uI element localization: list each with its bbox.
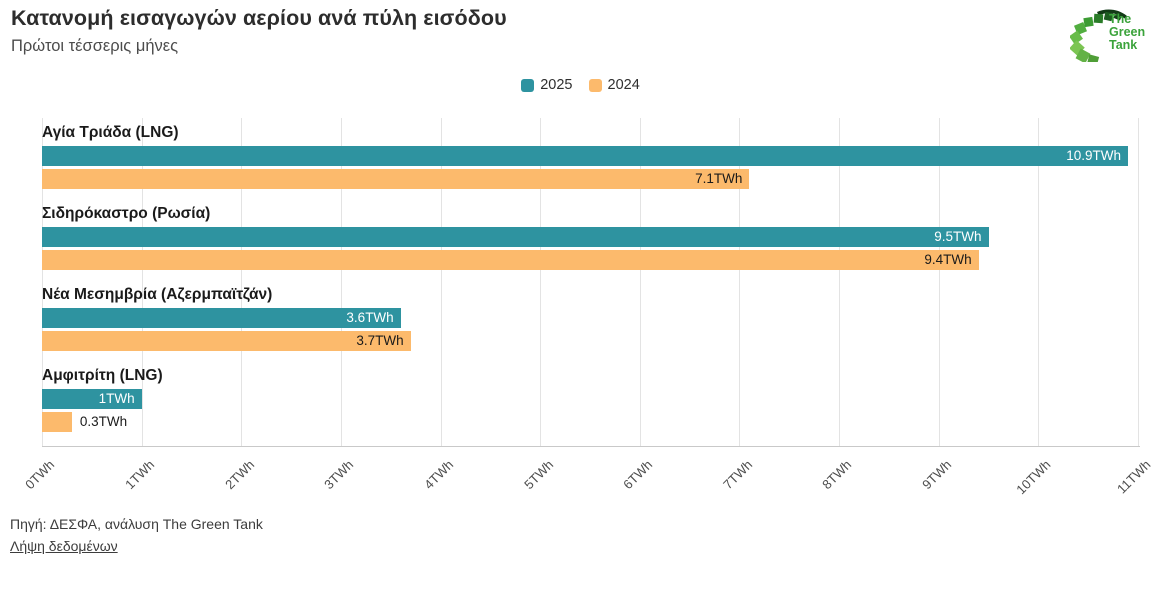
bar-rows-layer: Αγία Τριάδα (LNG) 10.9TWh 7.1TWh Σιδηρόκαστ… — [42, 118, 1140, 446]
x-axis-tick-label: 9TWh — [919, 457, 955, 493]
bar-2025: 1TWh — [42, 389, 142, 409]
bar-row: 9.5TWh — [42, 227, 1140, 247]
source-note: Πηγή: ΔΕΣΦΑ, ανάλυση The Green Tank — [10, 516, 263, 532]
logo-text-line1: The — [1109, 12, 1131, 26]
bar-row: 10.9TWh — [42, 146, 1140, 166]
gridline — [1138, 118, 1139, 446]
x-axis-tick-label: 11TWh — [1114, 457, 1154, 497]
bar-group: Αμφιτρίτη (LNG) 1TWh 0.3TWh — [42, 365, 1140, 446]
legend-item-2024: 2024 — [588, 77, 640, 93]
category-label: Νέα Μεσημβρία (Αζερμπαϊτζάν) — [42, 286, 273, 303]
download-data-link[interactable]: Λήψη δεδομένων — [10, 538, 118, 554]
bar-value-label: 9.5TWh — [934, 229, 982, 244]
gridlines-layer — [42, 118, 1140, 446]
bar-2024: 9.4TWh — [42, 250, 979, 270]
bar-value-label: 9.4TWh — [924, 252, 972, 267]
gridline — [241, 118, 243, 446]
bar-value-label: 0.3TWh — [79, 414, 128, 429]
bar-row: 7.1TWh — [42, 169, 1140, 189]
x-axis-tick-label: 8TWh — [819, 457, 855, 493]
x-axis-tick-label: 6TWh — [620, 457, 656, 493]
bar-row: 3.6TWh — [42, 308, 1140, 328]
x-axis-ticks: 0TWh 1TWh 2TWh 3TWh 4TWh 5TWh 6TWh 7TWh 8TWh 9TWh… — [22, 451, 1153, 503]
x-axis-tick-label: 2TWh — [221, 457, 257, 493]
logo-text: The Green Tank — [1109, 12, 1145, 52]
category-label: Σιδηρόκαστρο (Ρωσία) — [42, 205, 211, 222]
x-axis-tick-label: 7TWh — [719, 457, 756, 493]
x-axis-tick-label: 5TWh — [520, 457, 556, 493]
bar-row: 1TWh — [42, 389, 1140, 409]
page-subtitle: Πρώτοι τέσσερις μήνες — [11, 37, 179, 55]
legend-item-2025: 2025 — [521, 77, 573, 93]
x-axis-tick-label: 10TWh — [1013, 457, 1054, 498]
bar-2025: 3.6TWh — [42, 308, 401, 328]
x-axis-line — [42, 446, 1140, 447]
bar-group: Νέα Μεσημβρία (Αζερμπαϊτζάν) 3.6TWh 3.7TWh — [42, 284, 1140, 365]
plot-area: Αγία Τριάδα (LNG) 10.9TWh 7.1TWh Σιδηρόκαστ… — [42, 118, 1140, 447]
chart-footer: Πηγή: ΔΕΣΦΑ, ανάλυση The Green Tank Λήψη… — [10, 513, 263, 557]
gridline — [839, 118, 841, 446]
category-label: Αμφιτρίτη (LNG) — [42, 367, 163, 384]
bar-row: 9.4TWh — [42, 250, 1140, 270]
bar-2024: 3.7TWh — [42, 331, 411, 351]
gridline — [440, 118, 442, 446]
logo-text-line2: Green — [1109, 25, 1145, 39]
gridline — [938, 118, 940, 446]
x-axis-tick-label: 4TWh — [421, 457, 457, 493]
x-axis-tick-label: 0TWh — [22, 457, 58, 493]
page-title: Κατανομή εισαγωγών αερίου ανά πύλη εισόδ… — [11, 6, 507, 30]
bar-2025: 10.9TWh — [42, 146, 1129, 166]
gridline — [1038, 118, 1040, 446]
gridline — [540, 118, 542, 446]
bar-value-label: 7.1TWh — [695, 171, 743, 186]
bar-value-label: 3.7TWh — [356, 333, 404, 348]
logo-text-line3: Tank — [1109, 38, 1137, 52]
gridline — [42, 118, 43, 446]
bar-2024 — [42, 412, 72, 432]
chart-legend: 2025 2024 — [0, 77, 1161, 93]
green-tank-logo[interactable]: The Green Tank — [1070, 6, 1152, 62]
x-axis-tick-label: 3TWh — [321, 457, 357, 493]
legend-label: 2025 — [540, 77, 573, 93]
gridline — [739, 118, 741, 446]
bar-row: 0.3TWh — [42, 412, 1140, 432]
bar-value-label: 10.9TWh — [1066, 148, 1122, 163]
gridline — [340, 118, 342, 446]
bar-value-label: 3.6TWh — [346, 310, 394, 325]
bar-group: Σιδηρόκαστρο (Ρωσία) 9.5TWh 9.4TWh — [42, 203, 1140, 284]
bar-group: Αγία Τριάδα (LNG) 10.9TWh 7.1TWh — [42, 122, 1140, 203]
bar-2024: 7.1TWh — [42, 169, 750, 189]
gridline — [141, 118, 143, 446]
bar-row: 3.7TWh — [42, 331, 1140, 351]
bar-2025: 9.5TWh — [42, 227, 989, 247]
legend-label: 2024 — [607, 77, 640, 93]
legend-swatch — [521, 78, 535, 92]
x-axis-tick-label: 1TWh — [122, 457, 158, 493]
gridline — [639, 118, 641, 446]
legend-swatch — [588, 78, 602, 92]
category-label: Αγία Τριάδα (LNG) — [42, 124, 179, 141]
bar-value-label: 1TWh — [98, 391, 135, 406]
logo-squares-fan — [1070, 9, 1127, 62]
